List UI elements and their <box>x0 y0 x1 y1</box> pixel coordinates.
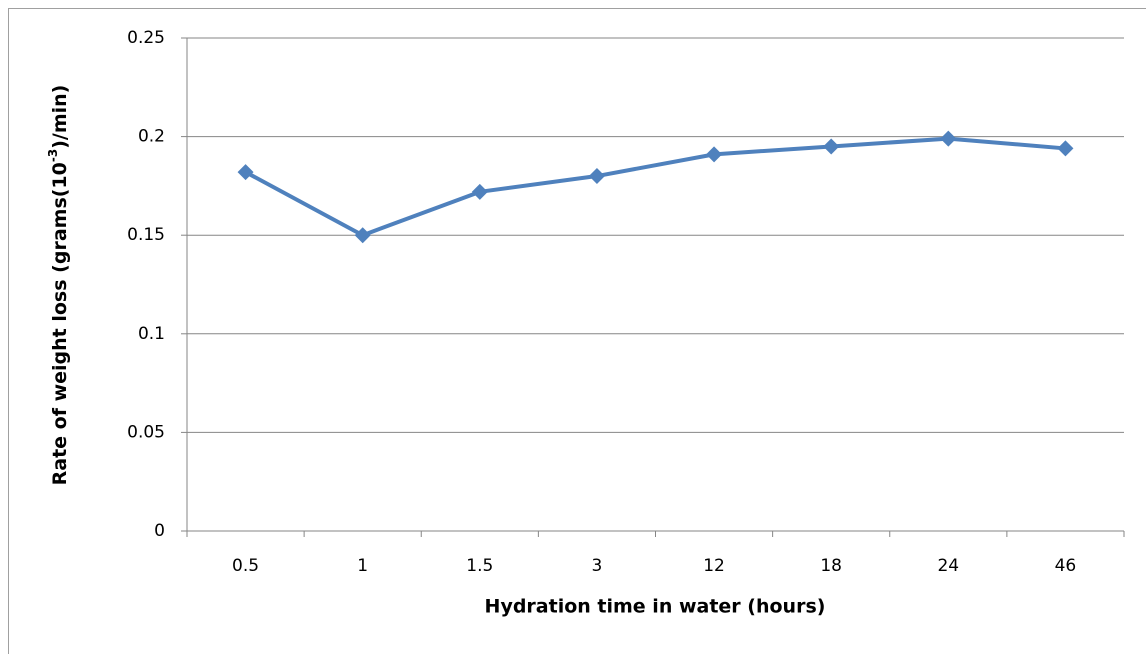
data-point <box>588 168 605 185</box>
y-axis-title-superscript: -3 <box>46 149 60 162</box>
x-tick-label: 1.5 <box>466 556 493 576</box>
x-tick-label: 1 <box>357 556 368 576</box>
x-tick-label: 18 <box>820 556 842 576</box>
y-tick-label: 0.05 <box>127 422 165 442</box>
x-tick-label: 3 <box>592 556 603 576</box>
x-axis-title: Hydration time in water (hours) <box>485 596 826 618</box>
data-point <box>706 146 723 163</box>
y-tick-label: 0.25 <box>127 28 165 48</box>
x-tick-label: 24 <box>937 556 959 576</box>
y-tick-label: 0.1 <box>138 324 165 344</box>
x-tick-label: 0.5 <box>232 556 259 576</box>
data-line <box>244 136 1066 238</box>
chart-border <box>8 8 1146 654</box>
data-point <box>471 183 488 200</box>
y-tick-label: 0 <box>154 521 165 541</box>
y-tick-label: 0.2 <box>138 127 165 147</box>
data-point <box>237 164 254 181</box>
data-point <box>354 227 371 244</box>
x-tick-label: 12 <box>703 556 725 576</box>
y-tick-label: 0.15 <box>127 225 165 245</box>
data-point <box>940 130 957 147</box>
data-point <box>823 138 840 155</box>
data-point <box>1057 140 1074 157</box>
y-axis-title-part: )/min) <box>49 85 71 149</box>
y-axis-title: Rate of weight loss (grams(10-3)/min) <box>46 85 71 486</box>
y-axis-title-part: Rate of weight loss (grams(10 <box>49 162 71 485</box>
x-tick-label: 46 <box>1055 556 1077 576</box>
